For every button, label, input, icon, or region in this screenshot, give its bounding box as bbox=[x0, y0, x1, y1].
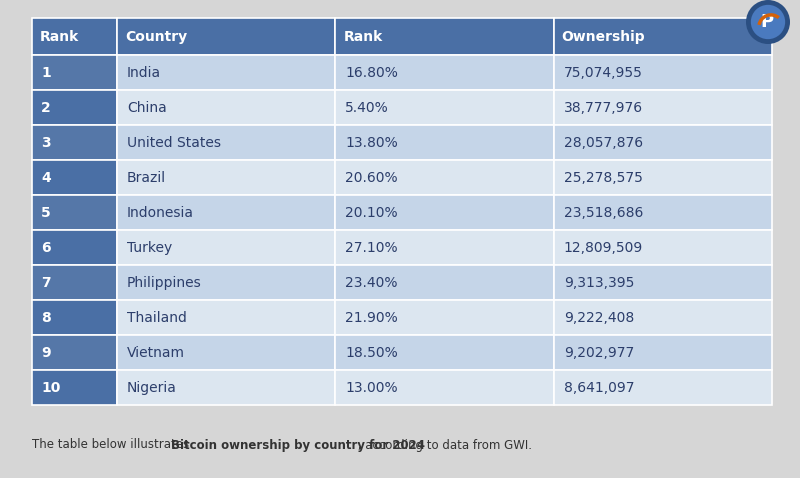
Text: 1: 1 bbox=[41, 65, 50, 79]
Bar bbox=[117, 125, 335, 160]
Text: 5.40%: 5.40% bbox=[346, 100, 389, 115]
Text: 27.10%: 27.10% bbox=[346, 240, 398, 254]
Bar bbox=[554, 300, 772, 335]
Text: 20.60%: 20.60% bbox=[346, 171, 398, 185]
Bar bbox=[335, 160, 554, 195]
Bar bbox=[335, 125, 554, 160]
Bar bbox=[335, 335, 554, 370]
Text: Vietnam: Vietnam bbox=[127, 346, 185, 359]
Text: 9,313,395: 9,313,395 bbox=[564, 275, 634, 290]
Text: 25,278,575: 25,278,575 bbox=[564, 171, 642, 185]
Bar bbox=[32, 230, 117, 265]
Text: Turkey: Turkey bbox=[127, 240, 172, 254]
Text: 9,222,408: 9,222,408 bbox=[564, 311, 634, 325]
Bar bbox=[554, 230, 772, 265]
Text: Nigeria: Nigeria bbox=[127, 380, 177, 394]
Text: Philippines: Philippines bbox=[127, 275, 202, 290]
Text: India: India bbox=[127, 65, 162, 79]
Circle shape bbox=[751, 5, 785, 39]
Text: Brazil: Brazil bbox=[127, 171, 166, 185]
Text: 38,777,976: 38,777,976 bbox=[564, 100, 643, 115]
Bar bbox=[554, 265, 772, 300]
Bar bbox=[335, 55, 554, 90]
Bar bbox=[554, 125, 772, 160]
Bar bbox=[32, 370, 117, 405]
Text: The table below illustrates: The table below illustrates bbox=[32, 438, 193, 452]
Text: 12,809,509: 12,809,509 bbox=[564, 240, 643, 254]
Text: 9: 9 bbox=[41, 346, 50, 359]
Circle shape bbox=[746, 0, 790, 44]
Bar bbox=[554, 370, 772, 405]
Text: 5: 5 bbox=[41, 206, 50, 219]
Bar bbox=[32, 125, 117, 160]
Text: 7: 7 bbox=[41, 275, 50, 290]
Text: 8,641,097: 8,641,097 bbox=[564, 380, 634, 394]
Text: 10: 10 bbox=[41, 380, 60, 394]
Bar bbox=[32, 18, 117, 55]
Bar bbox=[554, 90, 772, 125]
Bar bbox=[554, 335, 772, 370]
Text: United States: United States bbox=[127, 136, 221, 150]
Bar bbox=[117, 265, 335, 300]
Bar bbox=[32, 195, 117, 230]
Text: 75,074,955: 75,074,955 bbox=[564, 65, 642, 79]
Text: P: P bbox=[761, 13, 774, 31]
Text: 4: 4 bbox=[41, 171, 50, 185]
Text: 18.50%: 18.50% bbox=[346, 346, 398, 359]
Bar bbox=[335, 18, 554, 55]
Text: 21.90%: 21.90% bbox=[346, 311, 398, 325]
Text: 6: 6 bbox=[41, 240, 50, 254]
Text: China: China bbox=[127, 100, 167, 115]
Text: 23.40%: 23.40% bbox=[346, 275, 398, 290]
Text: 2: 2 bbox=[41, 100, 50, 115]
Text: 13.00%: 13.00% bbox=[346, 380, 398, 394]
Bar bbox=[117, 370, 335, 405]
Text: Bitcoin ownership by country for 2024: Bitcoin ownership by country for 2024 bbox=[170, 438, 425, 452]
Text: 3: 3 bbox=[41, 136, 50, 150]
Bar bbox=[32, 300, 117, 335]
Text: Indonesia: Indonesia bbox=[127, 206, 194, 219]
Text: Ownership: Ownership bbox=[562, 30, 646, 43]
Bar bbox=[554, 160, 772, 195]
Bar bbox=[117, 335, 335, 370]
Bar bbox=[117, 160, 335, 195]
Bar bbox=[32, 160, 117, 195]
Bar bbox=[117, 18, 335, 55]
Text: , according to data from GWI.: , according to data from GWI. bbox=[354, 438, 532, 452]
Text: 9,202,977: 9,202,977 bbox=[564, 346, 634, 359]
Text: 28,057,876: 28,057,876 bbox=[564, 136, 643, 150]
Bar bbox=[335, 230, 554, 265]
Text: 16.80%: 16.80% bbox=[346, 65, 398, 79]
Bar bbox=[554, 55, 772, 90]
Bar bbox=[32, 90, 117, 125]
Bar bbox=[554, 195, 772, 230]
Bar bbox=[117, 90, 335, 125]
Bar bbox=[335, 90, 554, 125]
Text: Thailand: Thailand bbox=[127, 311, 187, 325]
Text: Rank: Rank bbox=[343, 30, 382, 43]
Bar bbox=[117, 55, 335, 90]
Text: 13.80%: 13.80% bbox=[346, 136, 398, 150]
Text: Rank: Rank bbox=[40, 30, 79, 43]
Text: 8: 8 bbox=[41, 311, 50, 325]
Bar bbox=[554, 18, 772, 55]
Text: 23,518,686: 23,518,686 bbox=[564, 206, 643, 219]
Bar bbox=[335, 370, 554, 405]
Bar bbox=[32, 335, 117, 370]
Bar bbox=[117, 195, 335, 230]
Bar bbox=[335, 265, 554, 300]
Bar bbox=[117, 300, 335, 335]
Bar bbox=[117, 230, 335, 265]
Bar bbox=[32, 265, 117, 300]
Text: 20.10%: 20.10% bbox=[346, 206, 398, 219]
Bar bbox=[335, 300, 554, 335]
Bar bbox=[335, 195, 554, 230]
Bar bbox=[32, 55, 117, 90]
Text: Country: Country bbox=[125, 30, 187, 43]
